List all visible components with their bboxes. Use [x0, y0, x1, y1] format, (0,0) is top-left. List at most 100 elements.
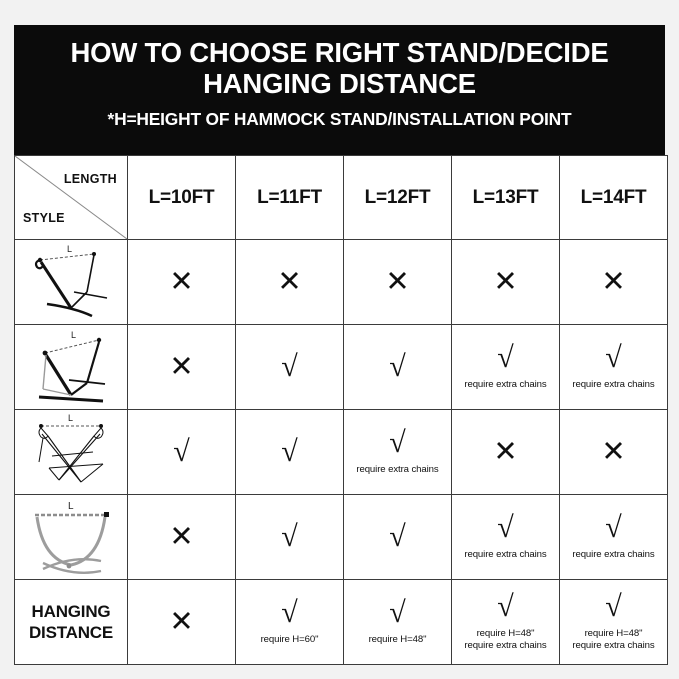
style-cell-curved-arc-stand: L — [14, 494, 128, 580]
compat-cell: √ require extra chains — [343, 409, 452, 495]
mark-glyph: √ — [173, 435, 190, 468]
svg-text:L: L — [68, 413, 73, 423]
mark-glyph: √ — [605, 341, 622, 374]
style-axis-label: STYLE — [23, 211, 65, 225]
table-row: L ✕ √ √ √ require extra chains √ require e… — [14, 324, 668, 410]
compat-cell: √ — [235, 409, 344, 495]
compat-cell: ✕ — [559, 239, 668, 325]
column-header-l12: L=12FT — [343, 155, 452, 240]
compat-cell: √ require extra chains — [451, 494, 560, 580]
hammock-stand-outline-frame-icon: L — [38, 413, 104, 483]
column-header-l13: L=13FT — [451, 155, 560, 240]
hanging-cell: √ require H=48" require extra chains — [559, 579, 668, 665]
hammock-stand-v-leg-dark-icon: L — [38, 330, 106, 403]
mark-glyph: ✕ — [493, 435, 518, 468]
column-header-label: L=11FT — [257, 186, 322, 208]
compat-cell: ✕ — [127, 324, 236, 410]
mark-glyph: ✕ — [169, 605, 194, 638]
hammock-stand-curved-arc-icon: L — [35, 501, 109, 574]
compat-cell: √ — [235, 324, 344, 410]
compat-cell: √ require extra chains — [451, 324, 560, 410]
mark-glyph: ✕ — [601, 435, 626, 468]
mark-glyph: √ — [389, 426, 406, 459]
compat-cell: ✕ — [451, 239, 560, 325]
hanging-cell: √ require H=48" — [343, 579, 452, 665]
hanging-distance-label-cell: HANGING DISTANCE — [14, 579, 128, 665]
compat-cell: √ — [343, 494, 452, 580]
cell-note-secondary: require extra chains — [464, 640, 547, 651]
page-subtitle: *H=HEIGHT OF HAMMOCK STAND/INSTALLATION … — [107, 108, 572, 129]
mark-glyph: ✕ — [169, 520, 194, 553]
mark-glyph: ✕ — [169, 350, 194, 383]
style-cell-angled-dark-stand: L — [14, 239, 128, 325]
mark-glyph: √ — [389, 596, 406, 629]
svg-text:L: L — [67, 244, 72, 254]
compat-cell: ✕ — [451, 409, 560, 495]
table-row: L ✕ ✕ ✕ ✕ ✕ — [14, 239, 668, 325]
style-cell-outline-frame-stand: L — [14, 409, 128, 495]
compat-cell: √ — [343, 324, 452, 410]
cell-note: require H=48" — [584, 628, 643, 640]
svg-text:L: L — [68, 501, 74, 512]
cell-note: require extra chains — [572, 549, 655, 560]
mark-glyph: √ — [605, 511, 622, 544]
mark-glyph: ✕ — [169, 265, 194, 298]
table-row: L √ √ √ require extra ch — [14, 409, 668, 495]
mark-glyph: √ — [389, 350, 406, 383]
mark-glyph: ✕ — [601, 265, 626, 298]
mark-glyph: √ — [605, 590, 622, 624]
hanging-cell: ✕ — [127, 579, 236, 665]
mark-glyph: √ — [281, 350, 298, 383]
svg-text:L: L — [71, 330, 76, 340]
cell-note: require H=48" — [368, 634, 427, 645]
cell-note-secondary: require extra chains — [572, 640, 655, 651]
page-title: HOW TO CHOOSE RIGHT STAND/DECIDE HANGING… — [24, 37, 655, 100]
stand-length-compatibility-table: LENGTH STYLE L=10FT L=11FT L=12FT L=13FT… — [14, 155, 668, 665]
hammock-stand-angled-dark-icon: L — [34, 244, 108, 318]
diagonal-divider-icon — [15, 156, 127, 239]
column-header-label: L=10FT — [148, 186, 215, 208]
cell-note: require extra chains — [464, 379, 547, 390]
mark-glyph: √ — [281, 596, 298, 629]
cell-note: require H=48" — [476, 628, 535, 640]
compat-cell: ✕ — [559, 409, 668, 495]
hanging-distance-row: HANGING DISTANCE ✕ √ require H=60" √ requi… — [14, 579, 668, 665]
cell-note: require extra chains — [464, 549, 547, 560]
hanging-distance-label-line-2: DISTANCE — [28, 623, 114, 642]
mark-glyph: ✕ — [493, 265, 518, 298]
mark-glyph: ✕ — [277, 265, 302, 298]
compat-cell: √ — [127, 409, 236, 495]
mark-glyph: √ — [389, 520, 406, 553]
page-title-line-2: HANGING DISTANCE — [203, 67, 476, 99]
column-header-l11: L=11FT — [235, 155, 344, 240]
info-chart-sheet: HOW TO CHOOSE RIGHT STAND/DECIDE HANGING… — [14, 25, 668, 665]
compat-cell: ✕ — [343, 239, 452, 325]
compat-cell: ✕ — [235, 239, 344, 325]
length-axis-label: LENGTH — [63, 172, 117, 186]
mark-glyph: √ — [281, 435, 298, 468]
table-row: L ✕ √ √ √ require extra chains √ require e… — [14, 494, 668, 580]
style-cell-v-leg-stand: L — [14, 324, 128, 410]
hanging-distance-label-line-1: HANGING — [31, 601, 111, 621]
mark-glyph: √ — [497, 511, 514, 544]
compat-cell: √ require extra chains — [559, 324, 668, 410]
hanging-cell: √ require H=60" — [235, 579, 344, 665]
column-header-l14: L=14FT — [559, 155, 668, 240]
column-header-label: L=12FT — [364, 186, 431, 208]
mark-glyph: √ — [497, 341, 514, 374]
column-header-label: L=14FT — [580, 186, 647, 208]
table-header-row: LENGTH STYLE L=10FT L=11FT L=12FT L=13FT… — [14, 155, 668, 240]
chart-header-banner: HOW TO CHOOSE RIGHT STAND/DECIDE HANGING… — [14, 25, 665, 155]
hanging-cell: √ require H=48" require extra chains — [451, 579, 560, 665]
compat-cell: √ require extra chains — [559, 494, 668, 580]
compat-cell: ✕ — [127, 494, 236, 580]
mark-glyph: ✕ — [385, 265, 410, 298]
cell-note: require H=60" — [260, 634, 319, 645]
compat-cell: √ — [235, 494, 344, 580]
compat-cell: ✕ — [127, 239, 236, 325]
cell-note: require extra chains — [572, 379, 655, 390]
mark-glyph: √ — [497, 590, 514, 624]
mark-glyph: √ — [281, 520, 298, 553]
page-title-line-1: HOW TO CHOOSE RIGHT STAND/DECIDE — [70, 37, 609, 68]
column-header-l10: L=10FT — [127, 155, 236, 240]
